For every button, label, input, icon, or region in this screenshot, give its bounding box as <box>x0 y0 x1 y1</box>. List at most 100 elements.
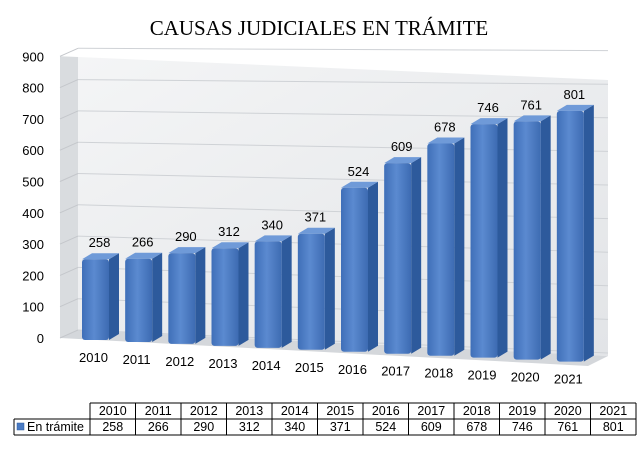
bar-front <box>125 258 153 342</box>
x-tick-label: 2018 <box>424 366 453 381</box>
bar-side <box>454 137 465 356</box>
data-label: 524 <box>348 164 370 179</box>
bar-top <box>211 242 249 249</box>
y-tick-label: 200 <box>22 268 44 283</box>
bar-side <box>324 227 335 350</box>
table-value-cell: 266 <box>148 420 169 434</box>
data-label: 746 <box>477 100 499 115</box>
table-header-cell: 2012 <box>190 404 218 418</box>
y-tick-label: 300 <box>22 237 44 252</box>
y-axis: 0 100 200 300 400 500 600 700 800 900 <box>22 49 44 346</box>
y-tick-label: 500 <box>22 175 44 190</box>
x-tick-label: 2017 <box>381 364 410 379</box>
gridline-side <box>59 298 79 308</box>
x-tick-label: 2014 <box>252 358 281 373</box>
bar-side <box>583 104 594 362</box>
bar <box>384 157 422 354</box>
bar-front <box>211 248 239 346</box>
table-header-cell: 2014 <box>281 404 309 418</box>
x-tick-label: 2021 <box>554 372 583 387</box>
bar-top <box>513 115 551 122</box>
bar <box>556 104 594 362</box>
table-header-cell: 2010 <box>99 404 127 418</box>
bar-front <box>341 187 368 352</box>
table-value-cell: 609 <box>421 420 442 434</box>
gridline-side <box>59 79 79 89</box>
bar-front <box>427 143 455 356</box>
bar-side <box>152 252 163 342</box>
y-tick-label: 800 <box>22 81 44 96</box>
bar-front <box>513 121 541 360</box>
data-table: 2010 258 2011 266 2012 290 2013 312 2014 340 2015 3… <box>13 402 637 436</box>
bar-top <box>82 253 119 260</box>
data-label: 290 <box>175 229 197 244</box>
data-label: 340 <box>261 217 283 232</box>
data-label: 258 <box>89 235 111 250</box>
gridline-side <box>59 235 79 245</box>
x-tick-label: 2010 <box>79 350 108 365</box>
data-label: 801 <box>563 87 585 102</box>
bar-front <box>470 124 498 358</box>
gridline-side <box>59 141 79 151</box>
x-tick-label: 2013 <box>209 356 238 371</box>
bar-side <box>109 253 119 340</box>
x-tick-label: 2011 <box>123 352 151 367</box>
bar <box>82 253 119 340</box>
bar-front <box>297 233 325 350</box>
table-header-cell: 2013 <box>235 404 263 418</box>
bar-side <box>540 115 551 360</box>
bar <box>470 118 508 358</box>
legend-swatch <box>16 422 25 431</box>
table-header-cell: 2019 <box>508 404 536 418</box>
bar-top <box>341 181 378 188</box>
gridline <box>77 47 609 52</box>
bar-top <box>168 247 206 254</box>
x-tick-label: 2020 <box>511 370 540 385</box>
gridline-side <box>59 266 79 276</box>
x-axis: 2010 2011 2012 2013 2014 2015 2016 2017 2018 2019… <box>79 350 583 387</box>
table-value-cell: 340 <box>284 420 305 434</box>
bar-top <box>297 227 335 234</box>
bar-side <box>411 157 422 354</box>
table-header-cell: 2018 <box>463 404 491 418</box>
bar-top <box>125 252 163 259</box>
bar-front <box>168 253 196 344</box>
bar <box>168 247 206 344</box>
table-value-cell: 524 <box>375 420 396 434</box>
bar-front <box>556 110 584 362</box>
table-value-cell: 312 <box>239 420 260 434</box>
chart-title: CAUSAS JUDICIALES EN TRÁMITE <box>150 16 489 40</box>
bar-top <box>427 137 465 144</box>
table-value-cell: 761 <box>557 420 578 434</box>
data-label: 312 <box>218 224 240 239</box>
gridline-side <box>59 204 79 214</box>
table-value-cell: 258 <box>102 420 123 434</box>
table-header-cell: 2021 <box>599 404 627 418</box>
gridline <box>77 110 609 119</box>
data-label: 609 <box>391 139 413 154</box>
side-wall <box>60 56 78 339</box>
table-value-cell: 678 <box>466 420 487 434</box>
data-label: 371 <box>304 210 326 225</box>
bar <box>427 137 465 356</box>
data-label: 266 <box>132 235 154 250</box>
bar <box>513 115 551 360</box>
table-value-cell: 801 <box>603 420 624 434</box>
bar <box>297 227 335 350</box>
bars: 258 266 290 312 340 371 524 609 678 746 761 801 <box>82 87 594 362</box>
gridline-side <box>59 47 79 57</box>
bar <box>211 242 249 346</box>
bar-top <box>254 235 292 242</box>
y-tick-label: 600 <box>22 143 44 158</box>
bar-side <box>281 235 292 348</box>
bar <box>125 252 163 342</box>
table-header-cell: 2017 <box>417 404 445 418</box>
table-value-cell: 371 <box>330 420 351 434</box>
gridline-side <box>59 173 79 182</box>
bar <box>254 235 292 348</box>
y-tick-label: 400 <box>22 206 44 221</box>
x-tick-label: 2012 <box>165 354 194 369</box>
bar <box>341 181 378 352</box>
x-tick-label: 2016 <box>338 362 367 377</box>
table-value-cell: 290 <box>193 420 214 434</box>
